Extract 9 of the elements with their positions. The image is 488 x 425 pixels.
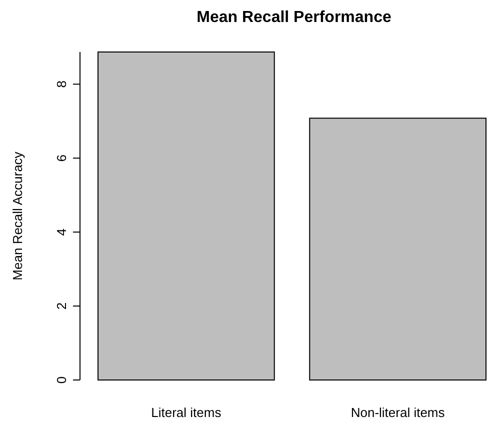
y-tick-label: 0: [54, 376, 69, 384]
y-tick-label: 4: [54, 228, 69, 236]
y-tick-label: 6: [54, 154, 69, 162]
y-tick-label: 8: [54, 80, 69, 88]
y-tick-label: 2: [54, 302, 69, 310]
y-axis-title: Mean Recall Accuracy: [10, 151, 25, 280]
x-tick-label: Non-literal items: [350, 405, 446, 420]
x-tick-label: Literal items: [151, 405, 222, 420]
chart-title: Mean Recall Performance: [196, 9, 392, 26]
